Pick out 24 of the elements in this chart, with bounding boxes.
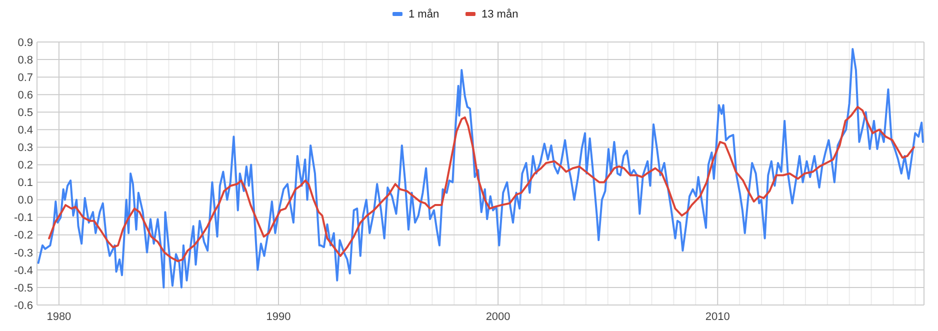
- y-tick-label: -0.1: [14, 212, 33, 224]
- y-tick-label: 0.7: [18, 72, 33, 84]
- x-tick-label: 1980: [46, 311, 72, 323]
- legend-label: 13 mån: [482, 8, 518, 21]
- y-tick-label: 0.1: [18, 177, 33, 190]
- legend-label: 1 mån: [408, 8, 440, 21]
- y-tick-label: 0.4: [18, 124, 33, 137]
- y-tick-label: 0.8: [18, 54, 33, 66]
- y-tick-label: 0.3: [18, 142, 33, 154]
- y-tick-label: -0.6: [14, 300, 33, 312]
- y-tick-label: 0.2: [18, 160, 33, 172]
- y-tick-label: 0.5: [18, 106, 33, 119]
- line-series: [48, 106, 915, 262]
- x-tick-label: 2000: [486, 311, 510, 323]
- x-tick-label: 2010: [705, 311, 730, 323]
- y-tick-label: -0.4: [14, 264, 33, 277]
- y-tick-label: 0.0: [18, 194, 33, 207]
- y-tick-label: -0.2: [14, 230, 33, 242]
- y-tick-label: 0.9: [18, 36, 33, 49]
- y-tick-label: -0.5: [14, 282, 33, 294]
- line-series: [37, 48, 924, 288]
- y-tick-label: 0.6: [18, 89, 33, 102]
- y-tick-label: -0.3: [14, 247, 33, 260]
- x-tick-label: 1990: [266, 311, 291, 323]
